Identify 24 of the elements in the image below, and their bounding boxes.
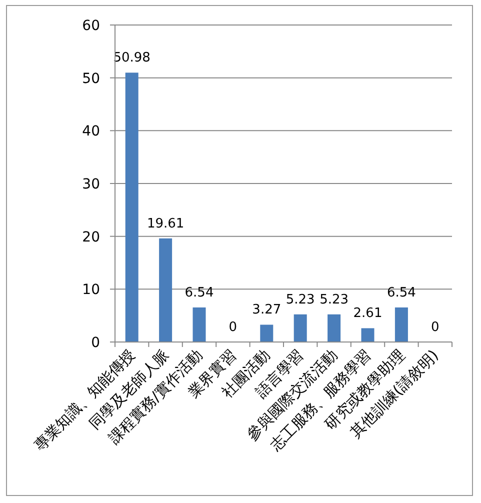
bar	[294, 314, 307, 342]
y-tick-label: 10	[82, 282, 100, 298]
bar	[394, 307, 408, 342]
data-label: 6.54	[386, 285, 416, 300]
bar	[192, 307, 206, 342]
y-tick-label: 30	[82, 176, 100, 192]
bar	[361, 328, 374, 342]
bar	[328, 314, 341, 342]
data-label: 0	[431, 320, 440, 335]
bar	[260, 324, 274, 342]
data-label: 0	[228, 320, 238, 335]
data-label: 19.61	[146, 216, 184, 232]
data-label: 2.61	[353, 306, 382, 322]
bar	[125, 72, 138, 342]
y-tick-label: 50	[82, 70, 100, 87]
bar	[159, 238, 172, 342]
data-label: 5.23	[286, 292, 315, 308]
data-label: 5.23	[320, 292, 349, 308]
y-tick-label: 20	[82, 229, 100, 246]
y-tick-label: 40	[82, 124, 100, 140]
y-tick-label: 0	[91, 335, 100, 351]
data-label: 6.54	[184, 285, 214, 300]
data-label: 3.27	[252, 302, 282, 318]
y-tick-label: 60	[82, 18, 100, 34]
